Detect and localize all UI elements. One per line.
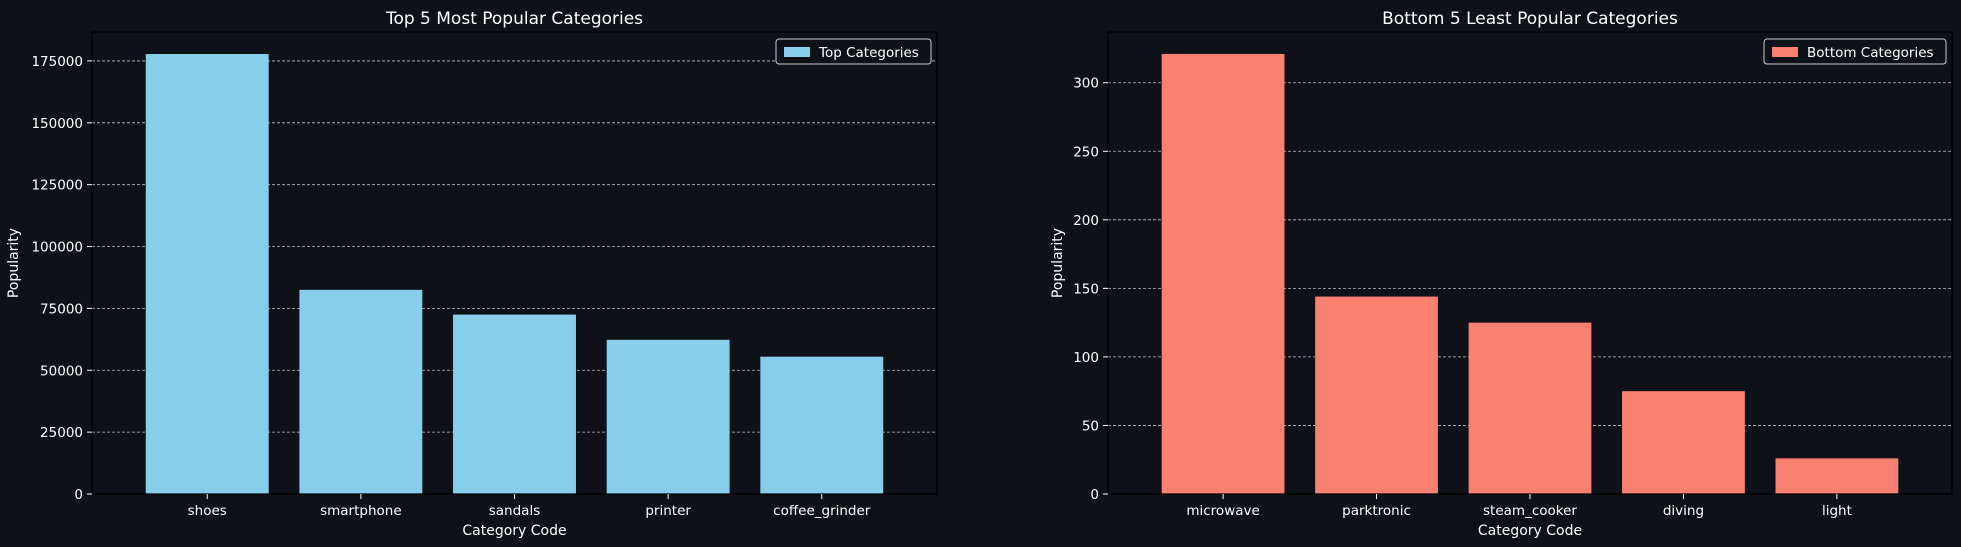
legend: Top Categories [775, 38, 932, 65]
legend-box [775, 38, 932, 65]
y-tick-label: 100 [1073, 350, 1099, 366]
bar-parktronic [1315, 296, 1438, 494]
y-tick-label: 200 [1073, 213, 1099, 229]
bar-shoes [145, 54, 269, 494]
legend-label: Top Categories [818, 45, 919, 61]
bar-light [1775, 458, 1899, 494]
bar-diving [1622, 391, 1745, 494]
y-tick-label: 50 [1082, 418, 1099, 434]
legend-swatch [784, 47, 810, 57]
ticks: 0 50 100 150 200 250 300 microwave parktronic ste… [1073, 76, 1852, 519]
y-tick-label: 75000 [40, 301, 83, 317]
x-axis-label: Category Code [1478, 523, 1582, 539]
bar-steam_cooker [1468, 322, 1592, 494]
y-axis-label: Popularity [6, 228, 22, 298]
y-axis-label: Popularity [1050, 228, 1066, 298]
y-tick-label: 175000 [31, 54, 83, 70]
y-tick-label: 25000 [40, 425, 83, 441]
x-tick-label: shoes [188, 503, 227, 519]
x-tick-label: sandals [489, 503, 541, 519]
top-categories-chart: Top 5 Most Popular Categories 0 25000 5000… [6, 9, 938, 539]
legend-box [1763, 38, 1947, 65]
y-tick-label: 150000 [31, 116, 83, 132]
legend: Bottom Categories [1763, 38, 1947, 65]
chart-title: Bottom 5 Least Popular Categories [1382, 9, 1678, 29]
bar-smartphone [299, 289, 423, 494]
bars [1161, 53, 1899, 494]
bars [145, 54, 884, 494]
y-tick-label: 150 [1073, 281, 1099, 297]
x-tick-label: smartphone [320, 503, 402, 519]
x-tick-label: light [1822, 503, 1852, 519]
y-tick-label: 250 [1073, 144, 1099, 160]
x-tick-label: parktronic [1342, 503, 1411, 519]
x-tick-label: microwave [1186, 503, 1259, 519]
legend-label: Bottom Categories [1807, 45, 1934, 61]
bottom-categories-chart: Bottom 5 Least Popular Categories 0 50 100… [1050, 9, 1953, 539]
bar-sandals [453, 314, 576, 494]
legend-swatch [1772, 47, 1798, 57]
x-axis-label: Category Code [462, 523, 566, 539]
y-tick-label: 0 [74, 487, 83, 503]
bar-microwave [1161, 53, 1285, 494]
bar-printer [606, 339, 730, 494]
bar-coffee_grinder [760, 356, 884, 494]
x-tick-label: coffee_grinder [773, 503, 871, 519]
y-tick-label: 100000 [31, 240, 83, 256]
x-tick-label: printer [645, 503, 691, 519]
ticks: 0 25000 50000 75000 100000 125000 150000 175000… [31, 54, 870, 519]
y-tick-label: 0 [1090, 487, 1099, 503]
y-tick-label: 50000 [40, 363, 83, 379]
x-tick-label: diving [1663, 503, 1704, 519]
y-tick-label: 300 [1073, 76, 1099, 92]
chart-title: Top 5 Most Popular Categories [385, 9, 643, 29]
x-tick-label: steam_cooker [1483, 503, 1577, 519]
y-tick-label: 125000 [31, 178, 83, 194]
